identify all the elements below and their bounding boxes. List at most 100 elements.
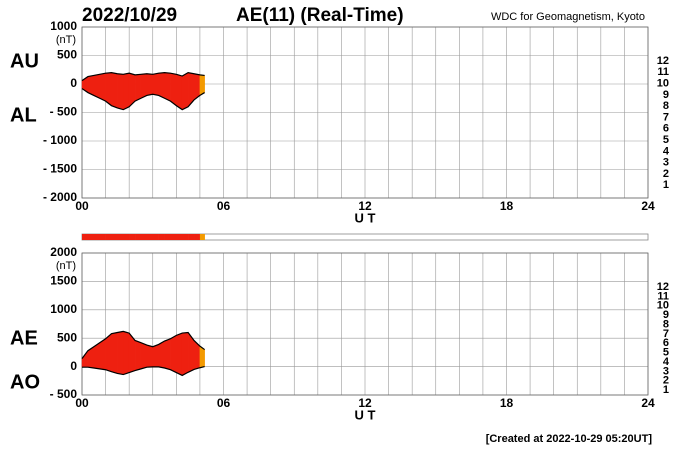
x-tick-label: 18 — [500, 199, 514, 213]
station-bar-segment — [140, 234, 148, 240]
x-tick-label: 24 — [641, 199, 655, 213]
series-line — [81, 88, 205, 111]
station-bar-segment — [87, 234, 95, 240]
station-bar-segment — [164, 234, 171, 240]
series-line — [81, 71, 205, 82]
station-bar-segment — [182, 234, 189, 240]
station-legend-label: 11 — [657, 66, 669, 78]
y-tick-label: 2000 — [50, 245, 77, 259]
y-tick-label: 0 — [70, 76, 77, 90]
station-fill — [105, 333, 112, 373]
station-legend-label: 8 — [663, 318, 669, 330]
station-legend-label: 7 — [663, 328, 669, 340]
station-fill — [140, 342, 148, 370]
station-bar-segment — [188, 234, 195, 240]
date: 2022/10/29 — [82, 5, 177, 26]
station-fill — [146, 73, 153, 96]
station-legend-label: 12 — [657, 55, 669, 67]
station-fill — [99, 72, 106, 102]
station-bar-segment — [176, 234, 183, 240]
station-fill — [158, 340, 165, 369]
station-legend-label: 5 — [663, 347, 669, 359]
y-tick-label: 1000 — [50, 302, 77, 316]
station-bar-segment — [93, 234, 100, 240]
station-fill — [164, 338, 171, 371]
x-tick-label: 12 — [358, 199, 372, 213]
series-line — [81, 330, 205, 360]
station-legend-label: 10 — [657, 300, 669, 312]
plot-frame — [81, 26, 649, 199]
series-name: AO — [10, 371, 40, 393]
y-tick-label: 1000 — [50, 19, 77, 33]
y-tick-label: 500 — [57, 48, 77, 62]
station-legend-label: 9 — [663, 89, 669, 101]
station-bar-segment — [158, 234, 165, 240]
station-fill — [170, 72, 177, 107]
station-fill — [123, 72, 130, 111]
series-name: AE — [10, 327, 38, 349]
station-legend-label: 3 — [663, 157, 669, 169]
x-label: U T — [355, 407, 376, 422]
station-legend-label: 8 — [663, 100, 669, 112]
station-legend-label: 3 — [663, 365, 669, 377]
station-fill — [111, 72, 118, 109]
station-fill — [181, 332, 189, 376]
station-legend-label: 9 — [663, 309, 669, 321]
y-tick-label: - 1000 — [43, 133, 77, 147]
station-fill — [99, 338, 106, 371]
station-fill — [117, 73, 124, 110]
source: WDC for Geomagnetism, Kyoto — [491, 11, 645, 23]
station-fill — [158, 72, 165, 99]
station-fill — [134, 340, 142, 371]
x-tick-label: 00 — [75, 199, 89, 213]
y-tick-label: - 2000 — [43, 190, 77, 204]
station-legend-label: 1 — [663, 179, 669, 191]
station-legend-label: 12 — [657, 281, 669, 293]
station-bar-segment — [117, 234, 124, 240]
series-name: AU — [10, 50, 39, 72]
station-legend-label: 2 — [663, 375, 669, 387]
station-bar-segment — [146, 234, 154, 240]
y-tick-label: - 500 — [50, 387, 78, 401]
station-fill — [176, 332, 183, 376]
station-fill — [152, 344, 159, 368]
y-unit: (nT) — [56, 260, 76, 272]
x-tick-label: 06 — [217, 199, 231, 213]
x-tick-label: 24 — [641, 396, 655, 410]
station-fill — [170, 334, 177, 373]
series-name: AL — [10, 104, 37, 126]
x-tick-label: 00 — [75, 396, 89, 410]
station-bar-segment — [123, 234, 130, 240]
station-fill — [81, 349, 89, 368]
station-bar-segment — [99, 234, 106, 240]
station-fill — [123, 331, 130, 375]
y-tick-label: 500 — [57, 330, 77, 344]
station-legend-label: 10 — [657, 78, 669, 90]
station-fill — [105, 72, 112, 107]
station-fill — [134, 74, 142, 102]
station-fill — [140, 73, 148, 99]
station-fill — [93, 74, 100, 99]
station-legend-label: 1 — [663, 384, 669, 396]
x-label: U T — [355, 210, 376, 225]
station-legend-label: 4 — [663, 145, 670, 157]
series-line — [82, 366, 205, 377]
station-bar-segment — [129, 234, 136, 240]
x-tick-label: 18 — [500, 396, 514, 410]
station-bar-segment — [170, 234, 177, 240]
title: AE(11) (Real-Time) — [236, 5, 404, 26]
station-fill — [181, 72, 189, 111]
station-bar-segment — [194, 234, 201, 240]
station-fill — [111, 332, 118, 374]
x-tick-label: 12 — [358, 396, 372, 410]
station-legend-label: 11 — [657, 290, 669, 302]
y-tick-label: 0 — [70, 359, 77, 373]
station-bar-segment — [82, 234, 89, 240]
station-legend-label: 5 — [663, 134, 669, 146]
y-unit: (nT) — [56, 34, 76, 46]
station-fill — [117, 331, 124, 375]
plot-frame — [81, 252, 649, 396]
station-fill — [146, 344, 153, 368]
station-bar-segment — [111, 234, 118, 240]
